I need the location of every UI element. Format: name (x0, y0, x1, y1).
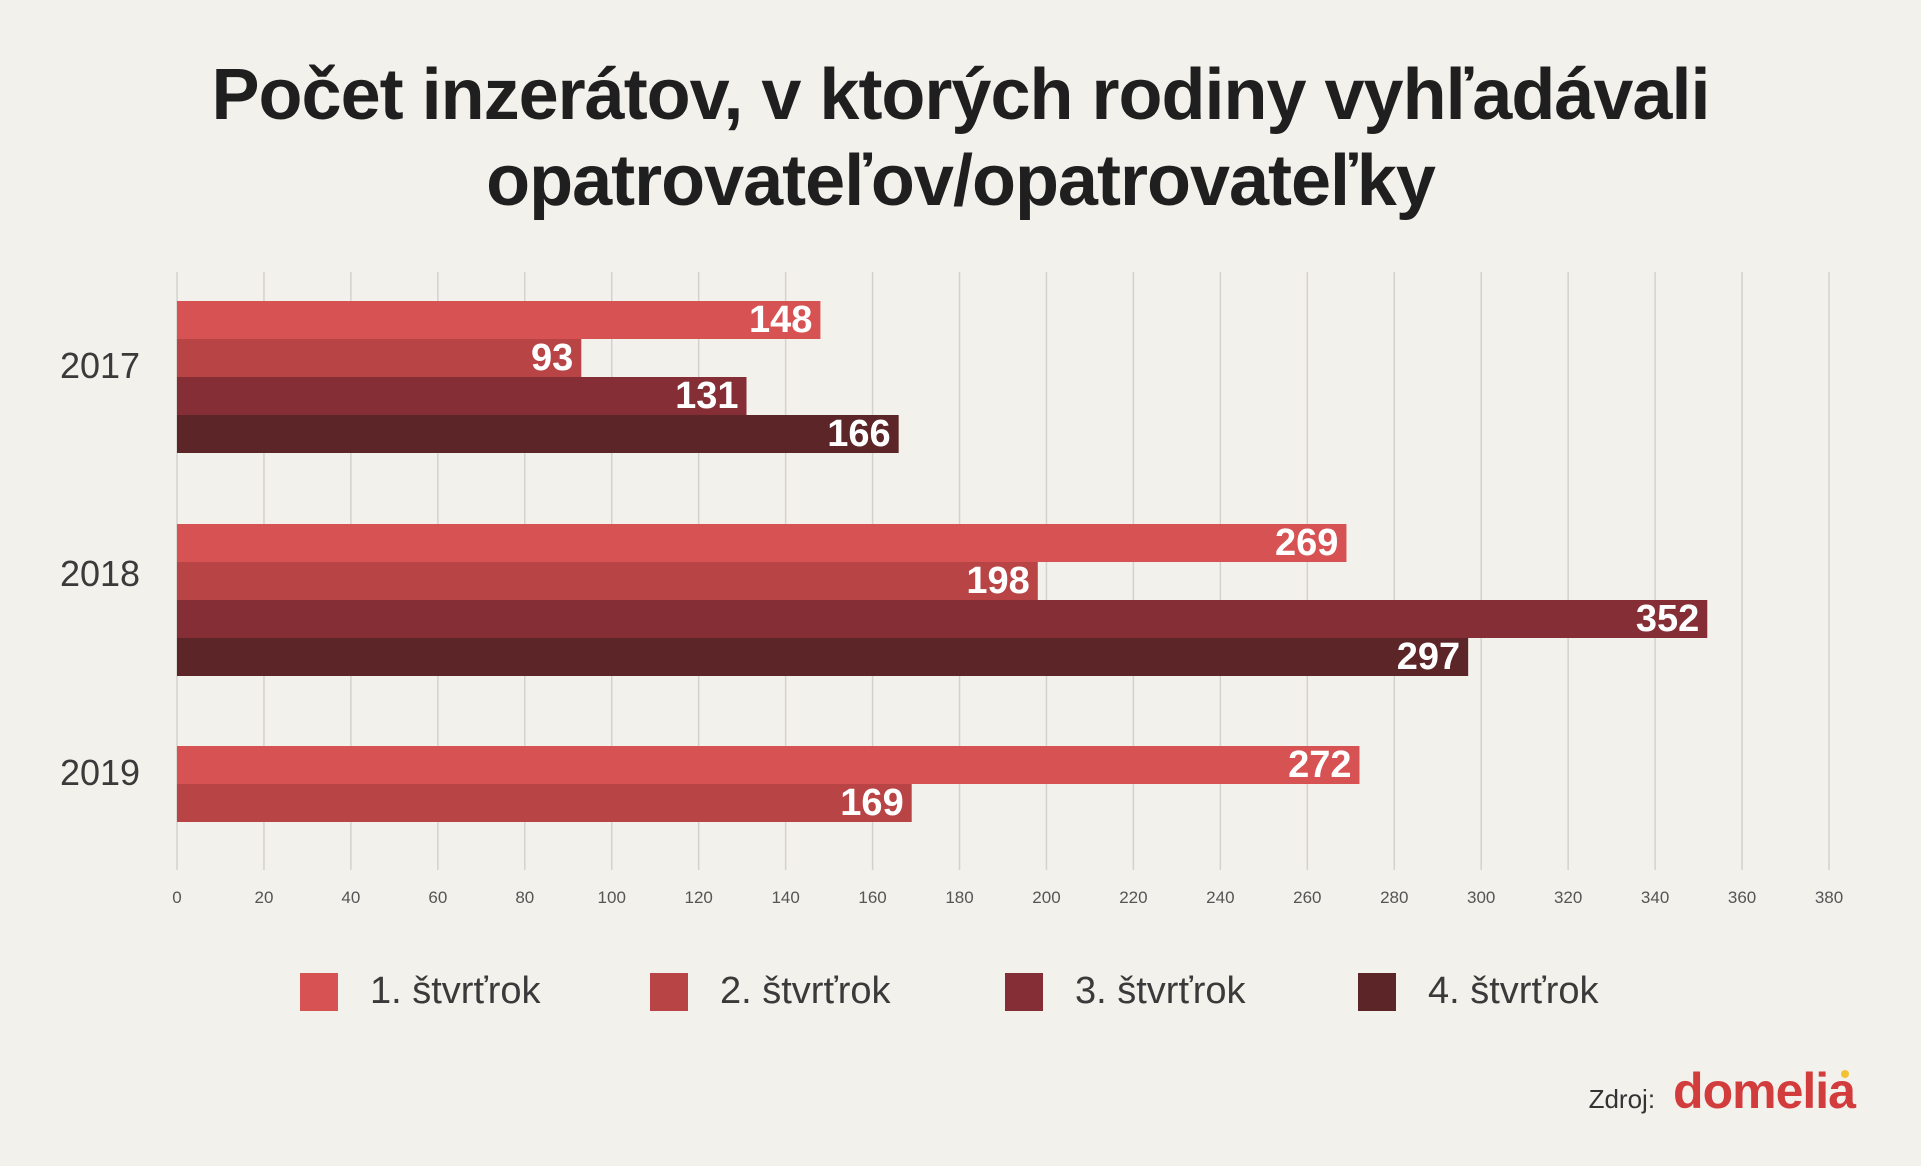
chart-title: Počet inzerátov, v ktorých rodiny vyhľad… (0, 52, 1921, 224)
legend-item: 1. štvrťrok (300, 970, 541, 1013)
logo-text: domelia (1673, 1063, 1856, 1119)
x-tick-label: 380 (1815, 888, 1843, 907)
legend-swatch (650, 972, 688, 1011)
category-label: 2018 (60, 553, 140, 594)
data-label: 93 (531, 337, 573, 379)
data-label: 148 (749, 299, 812, 341)
category-label: 2019 (60, 752, 140, 793)
x-tick-label: 0 (172, 888, 181, 907)
x-tick-label: 200 (1032, 888, 1060, 907)
x-tick-label: 100 (598, 888, 626, 907)
bar (177, 301, 821, 339)
bar (177, 600, 1708, 638)
x-tick-label: 340 (1641, 888, 1669, 907)
x-tick-label: 260 (1293, 888, 1321, 907)
x-tick-label: 140 (771, 888, 799, 907)
legend-label: 3. štvrťrok (1075, 970, 1246, 1012)
legend-item: 3. štvrťrok (1005, 970, 1246, 1013)
x-tick-label: 220 (1119, 888, 1147, 907)
title-line-1: Počet inzerátov, v ktorých rodiny vyhľad… (211, 55, 1711, 135)
legend: 1. štvrťrok 2. štvrťrok 3. štvrťrok 4. štvr… (0, 970, 1921, 1030)
x-tick-label: 160 (858, 888, 886, 907)
bar (177, 784, 912, 822)
bar (177, 415, 899, 453)
x-tick-label: 240 (1206, 888, 1234, 907)
x-tick-label: 180 (945, 888, 973, 907)
data-label: 272 (1288, 744, 1351, 786)
legend-label: 1. štvrťrok (370, 970, 541, 1012)
x-tick-label: 80 (515, 888, 534, 907)
data-label: 169 (840, 782, 903, 824)
x-tick-label: 300 (1467, 888, 1495, 907)
data-label: 166 (827, 413, 890, 455)
bar (177, 562, 1038, 600)
legend-label: 2. štvrťrok (720, 970, 891, 1012)
category-label: 2017 (60, 345, 140, 386)
source-label: Zdroj: (1588, 1084, 1656, 1114)
x-tick-label: 40 (341, 888, 360, 907)
bar (177, 339, 582, 377)
x-tick-label: 60 (428, 888, 447, 907)
x-tick-label: 320 (1554, 888, 1582, 907)
x-tick-label: 20 (254, 888, 273, 907)
data-label: 269 (1275, 522, 1338, 564)
legend-swatch (300, 972, 338, 1011)
x-tick-label: 120 (684, 888, 712, 907)
source-credit: Zdroj: domelia (1588, 1062, 1856, 1120)
legend-swatch (1005, 972, 1043, 1011)
legend-label: 4. štvrťrok (1428, 970, 1599, 1012)
title-line-2: opatrovateľov/opatrovateľky (486, 141, 1436, 221)
bar (177, 524, 1347, 562)
data-label: 297 (1397, 636, 1460, 678)
x-tick-label: 360 (1728, 888, 1756, 907)
legend-swatch (1358, 972, 1396, 1011)
data-label: 131 (675, 375, 738, 417)
x-tick-label: 280 (1380, 888, 1408, 907)
legend-item: 2. štvrťrok (650, 970, 891, 1013)
domelia-logo: domelia (1673, 1062, 1856, 1120)
bar-chart: 0 20 40 60 80 100 120 140 160 180 200 220 240 260 280 3… (60, 272, 1843, 907)
bar (177, 638, 1469, 676)
legend-item: 4. štvrťrok (1358, 970, 1599, 1013)
logo-dot (1841, 1070, 1849, 1078)
bar (177, 746, 1360, 784)
data-label: 198 (966, 560, 1029, 602)
data-label: 352 (1636, 598, 1699, 640)
bar (177, 377, 747, 415)
